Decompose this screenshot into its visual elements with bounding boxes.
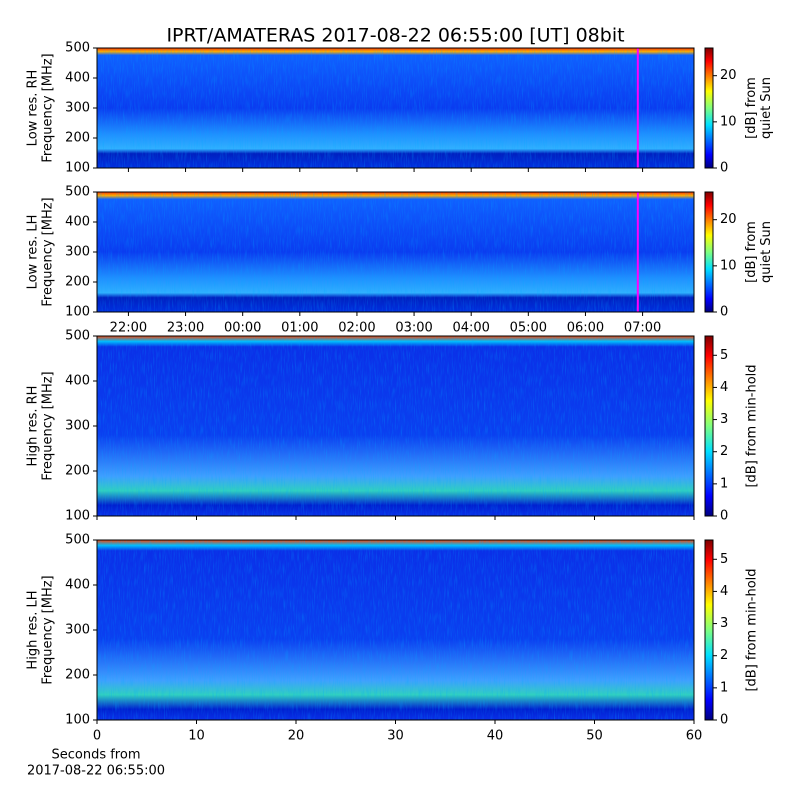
colorbar-label: [dB] from min-hold <box>745 364 760 487</box>
y-tick-label: 100 <box>65 509 90 524</box>
y-tick-label: 300 <box>65 245 90 260</box>
x-tick-label: 60 <box>686 729 703 744</box>
colorbar <box>704 191 714 313</box>
x-tick-label: 50 <box>586 729 603 744</box>
y-tick-label: 100 <box>65 713 90 728</box>
x-tick-label: 0 <box>93 729 101 744</box>
colorbar-tick-label: 3 <box>720 412 728 427</box>
y-tick-label: 200 <box>65 464 90 479</box>
y-tick-label: 100 <box>65 305 90 320</box>
y-axis-label: Frequency [MHz] <box>41 371 56 480</box>
y-axis-label: Frequency [MHz] <box>41 53 56 162</box>
y-axis-label: Low res. RH <box>26 70 41 147</box>
colorbar-tick-label: 2 <box>720 444 728 459</box>
colorbar-label: quiet Sun <box>759 221 774 283</box>
y-tick-label: 400 <box>65 215 90 230</box>
y-tick-label: 400 <box>65 374 90 389</box>
colorbar-tick-label: 2 <box>720 648 728 663</box>
colorbar-tick-label: 4 <box>720 584 728 599</box>
x-tick-label: 20 <box>288 729 305 744</box>
colorbar <box>704 335 714 517</box>
y-tick-label: 300 <box>65 419 90 434</box>
x-tick-label: 30 <box>387 729 404 744</box>
x-tick-label: 22:00 <box>110 321 147 336</box>
y-tick-label: 500 <box>65 41 90 56</box>
colorbar-label: [dB] from <box>744 221 759 283</box>
colorbar-tick-label: 20 <box>720 212 737 227</box>
colorbar-tick-label: 0 <box>720 305 728 320</box>
colorbar-tick-label: 5 <box>720 348 728 363</box>
colorbar-label: quiet Sun <box>759 77 774 139</box>
colorbar-tick-label: 1 <box>720 476 728 491</box>
x-tick-label: 40 <box>487 729 504 744</box>
colorbar-tick-label: 10 <box>720 114 737 129</box>
x-tick-label: 23:00 <box>167 321 204 336</box>
x-tick-label: 03:00 <box>395 321 432 336</box>
x-tick-label: 10 <box>188 729 205 744</box>
x-tick-label: 01:00 <box>281 321 318 336</box>
x-tick-label: 02:00 <box>338 321 375 336</box>
colorbar <box>704 47 714 169</box>
y-tick-label: 400 <box>65 71 90 86</box>
y-tick-label: 200 <box>65 668 90 683</box>
y-tick-label: 500 <box>65 185 90 200</box>
x-axis-label: Seconds from <box>51 748 140 763</box>
colorbar-label: [dB] from min-hold <box>745 568 760 691</box>
spectrogram-texture <box>97 540 694 720</box>
x-tick-label: 04:00 <box>452 321 489 336</box>
colorbar-tick-label: 5 <box>720 552 728 567</box>
y-tick-label: 200 <box>65 131 90 146</box>
colorbar-tick-label: 20 <box>720 68 737 83</box>
x-tick-label: 07:00 <box>624 321 661 336</box>
colorbar-tick-label: 0 <box>720 509 728 524</box>
chart-title: IPRT/AMATERAS 2017-08-22 06:55:00 [UT] 0… <box>166 25 624 47</box>
y-axis-label: High res. RH <box>26 386 41 467</box>
x-tick-label: 06:00 <box>567 321 604 336</box>
y-axis-label: Frequency [MHz] <box>41 197 56 306</box>
colorbar-tick-label: 0 <box>720 713 728 728</box>
x-tick-label: 00:00 <box>224 321 261 336</box>
y-tick-label: 300 <box>65 623 90 638</box>
spectrogram-texture <box>97 336 694 516</box>
y-axis-label: Frequency [MHz] <box>41 575 56 684</box>
y-axis-label: High res. LH <box>26 590 41 669</box>
x-axis-label: 2017-08-22 06:55:00 <box>27 764 165 779</box>
spectrogram-texture <box>97 192 694 312</box>
colorbar-tick-label: 4 <box>720 380 728 395</box>
colorbar-tick-label: 3 <box>720 616 728 631</box>
colorbar-tick-label: 1 <box>720 680 728 695</box>
colorbar-tick-label: 10 <box>720 258 737 273</box>
y-tick-label: 500 <box>65 329 90 344</box>
colorbar-label: [dB] from <box>744 77 759 139</box>
y-tick-label: 300 <box>65 101 90 116</box>
colorbar-tick-label: 0 <box>720 161 728 176</box>
y-tick-label: 500 <box>65 533 90 548</box>
y-tick-label: 400 <box>65 578 90 593</box>
spectrogram-texture <box>97 48 694 168</box>
x-tick-label: 05:00 <box>510 321 547 336</box>
y-tick-label: 200 <box>65 275 90 290</box>
y-axis-label: Low res. LH <box>26 215 41 290</box>
colorbar <box>704 539 714 721</box>
y-tick-label: 100 <box>65 161 90 176</box>
